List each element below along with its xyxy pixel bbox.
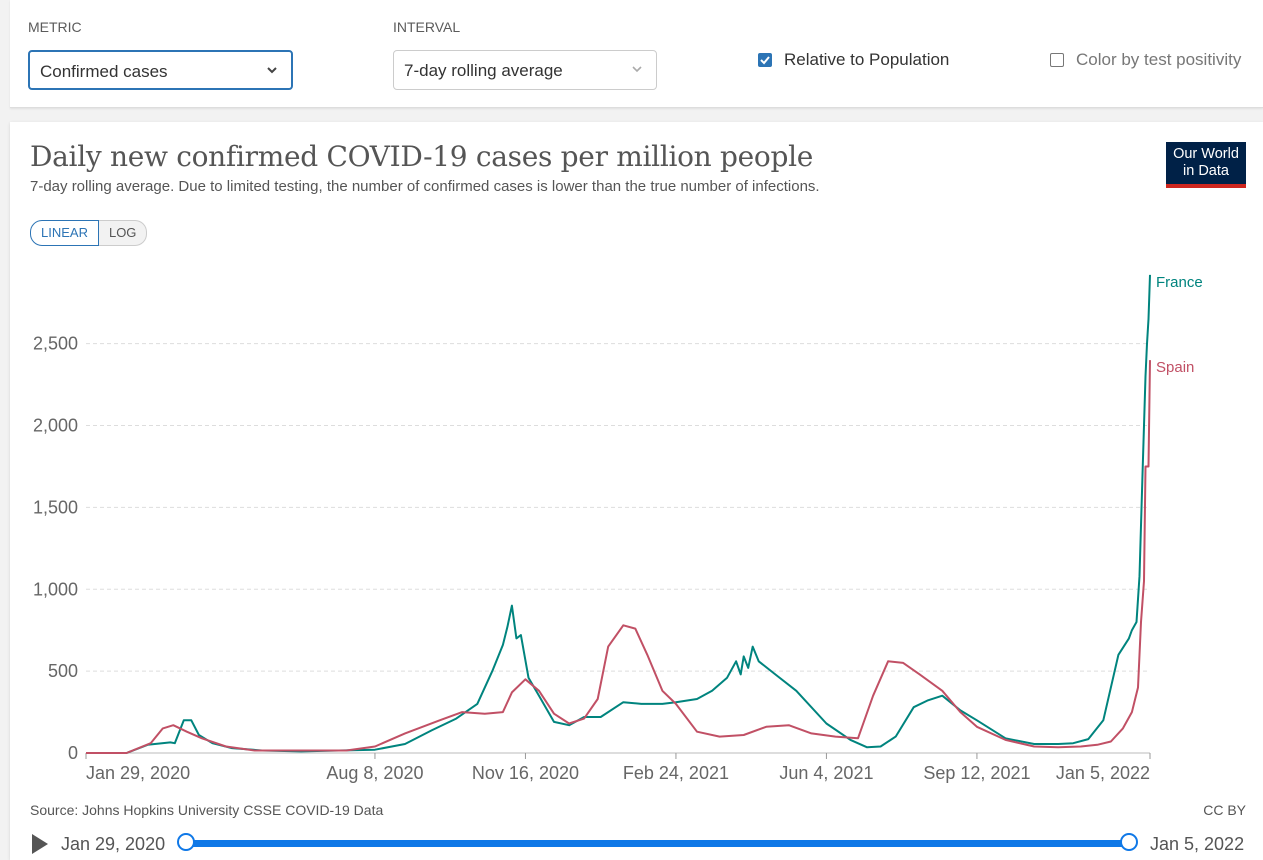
interval-select[interactable]: 7-day rolling average [393,50,657,90]
metric-label: METRIC [28,19,82,35]
x-tick-label: Jan 5, 2022 [1056,763,1150,783]
source-note[interactable]: Source: Johns Hopkins University CSSE CO… [30,802,384,818]
license-link[interactable]: CC BY [1203,802,1246,818]
logo-line-2: in Data [1183,163,1229,179]
timeline-start-handle[interactable] [177,833,195,851]
chart-title: Daily new confirmed COVID-19 cases per m… [30,140,814,173]
y-tick-label: 1,000 [33,579,78,599]
x-tick-label: Aug 8, 2020 [326,763,423,783]
y-tick-label: 2,500 [33,334,78,354]
owid-logo[interactable]: Our World in Data [1166,142,1246,188]
series-label-france: France [1156,274,1203,291]
metric-select[interactable]: Confirmed cases [28,50,293,90]
y-tick-label: 0 [68,743,78,763]
x-tick-label: Jan 29, 2020 [86,763,190,783]
play-icon[interactable] [32,834,48,854]
series-label-spain: Spain [1156,359,1194,376]
relative-to-population-toggle[interactable]: Relative to Population [758,50,949,70]
metric-select-value: Confirmed cases [40,62,168,81]
logo-line-1: Our World [1173,146,1239,162]
checkbox-unchecked-icon[interactable] [1050,53,1064,67]
series-line-france [86,274,1151,754]
chevron-down-icon [632,66,642,73]
y-tick-label: 500 [48,661,78,681]
scale-toggle: LINEAR LOG [30,220,148,246]
scale-linear-button[interactable]: LINEAR [30,220,99,246]
chart-subtitle: 7-day rolling average. Due to limited te… [30,178,820,195]
y-tick-label: 2,000 [33,416,78,436]
color-by-positivity-label: Color by test positivity [1076,50,1242,69]
x-tick-label: Jun 4, 2021 [779,763,873,783]
line-chart: 0 500 1,000 1,500 2,000 2,500 Jan 29, 2020 Aug … [33,274,1203,783]
timeline-end-handle[interactable] [1120,833,1138,851]
x-tick-label: Sep 12, 2021 [923,763,1030,783]
interval-label: INTERVAL [393,19,461,35]
interval-select-value: 7-day rolling average [404,61,563,80]
x-tick-label: Feb 24, 2021 [623,763,729,783]
timeline-start-date: Jan 29, 2020 [61,834,166,854]
controls-bar: METRIC Confirmed cases INTERVAL 7-day ro… [10,0,1263,108]
scale-log-button[interactable]: LOG [98,220,148,246]
checkbox-checked-icon[interactable] [758,53,772,67]
color-by-positivity-toggle[interactable]: Color by test positivity [1050,50,1241,70]
timeline-track[interactable] [186,840,1129,847]
chevron-down-icon [267,67,277,74]
timeline-end-date: Jan 5, 2022 [1150,834,1245,854]
x-tick-label: Nov 16, 2020 [472,763,579,783]
y-tick-label: 1,500 [33,497,78,517]
chart-card: Daily new confirmed COVID-19 cases per m… [10,122,1263,860]
series-line-spain [86,360,1151,754]
relative-to-population-label: Relative to Population [784,50,950,69]
